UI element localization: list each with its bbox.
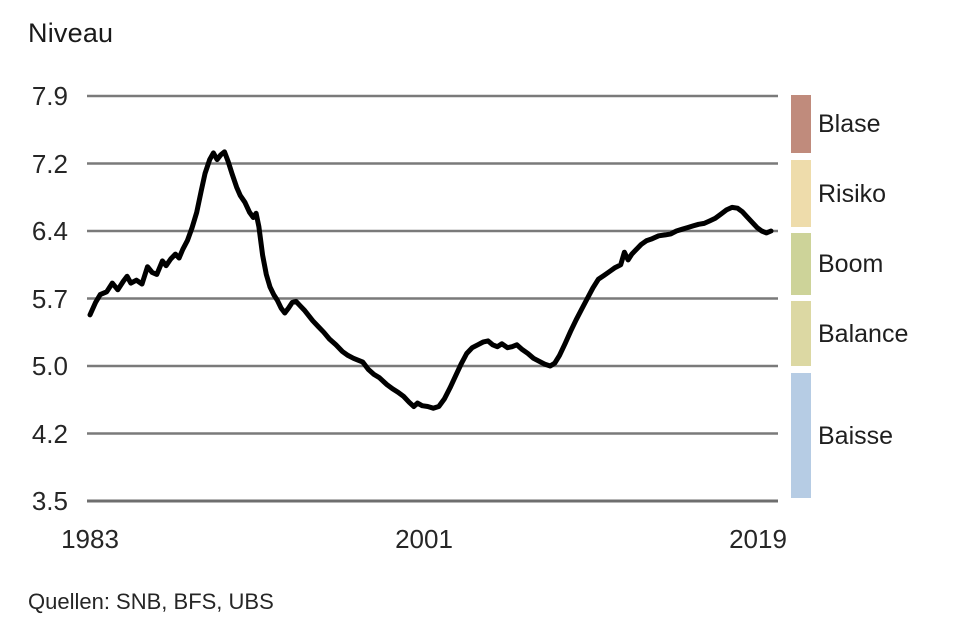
- y-axis-tick-label: 7.2: [31, 148, 68, 179]
- x-axis-tick-label: 1983: [61, 524, 119, 554]
- y-axis-tick-label: 7.9: [31, 81, 68, 111]
- y-axis-tick-label: 5.7: [31, 283, 68, 314]
- source-note: Quellen: SNB, BFS, UBS: [28, 589, 274, 614]
- x-axis-tick-label: 2001: [395, 524, 453, 554]
- y-axis-tick-label: 6.4: [31, 216, 68, 246]
- niveau-series-line: [87, 149, 774, 411]
- y-axis-tick-label: 3.5: [31, 486, 68, 516]
- x-axis-tick-label: 2019: [729, 524, 787, 554]
- y-axis-tick-label: 5.0: [31, 351, 68, 381]
- chart-title: Niveau: [28, 18, 114, 48]
- y-axis-tick-label: 4.2: [31, 418, 68, 449]
